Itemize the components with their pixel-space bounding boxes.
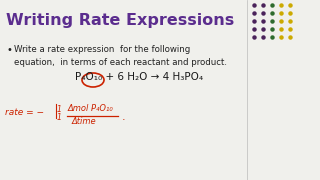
Text: Δtime: Δtime [72,117,97,126]
Text: .: . [122,112,126,122]
Text: Writing Rate Expressions: Writing Rate Expressions [6,13,234,28]
Text: •: • [6,45,12,55]
Text: equation,  in terms of each reactant and product.: equation, in terms of each reactant and … [14,58,227,67]
Text: 1: 1 [57,113,62,122]
Text: rate = −: rate = − [5,108,44,117]
Text: P₄O₁₀ + 6 H₂O → 4 H₃PO₄: P₄O₁₀ + 6 H₂O → 4 H₃PO₄ [75,72,203,82]
Text: Δmol P₄O₁₀: Δmol P₄O₁₀ [68,104,114,113]
Text: 1: 1 [57,105,62,114]
Text: Write a rate expression  for the following: Write a rate expression for the followin… [14,45,190,54]
